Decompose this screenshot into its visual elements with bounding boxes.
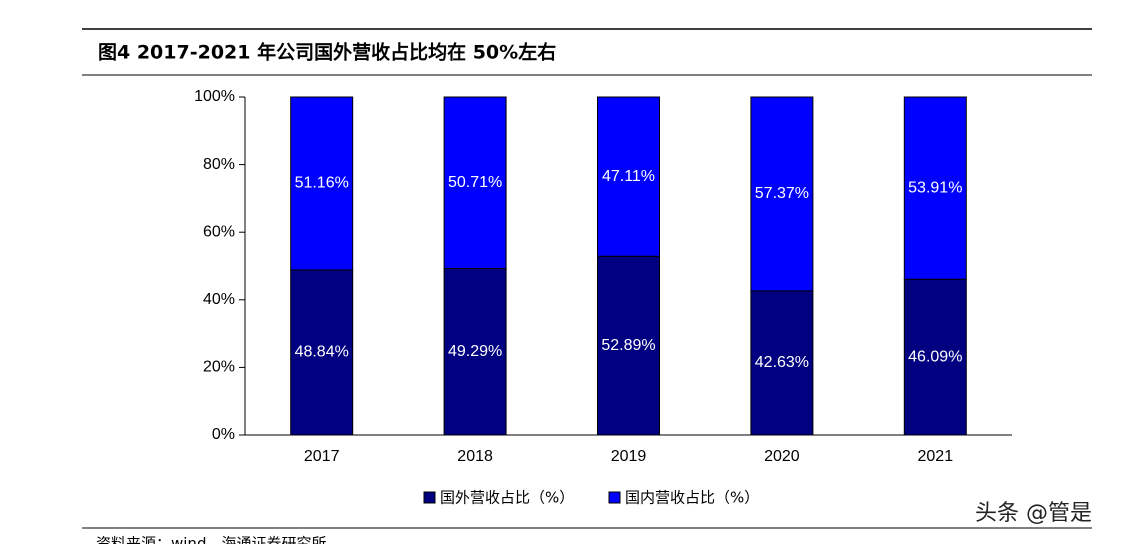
legend-swatch: [423, 491, 436, 504]
x-tick-label: 2021: [918, 448, 954, 465]
y-tick-label: 20%: [203, 359, 235, 376]
bar-segment: [443, 96, 507, 269]
source-note: 资料来源：wind，海通证券研究所: [96, 535, 326, 544]
value-label: 42.63%: [755, 354, 809, 371]
y-tick-label: 0%: [212, 426, 235, 443]
y-tick-label: 40%: [203, 291, 235, 308]
legend-label: 国外营收占比（%）: [440, 489, 574, 507]
y-tick-label: 80%: [203, 156, 235, 173]
bar-segment: [597, 96, 660, 257]
x-tick-label: 2017: [304, 448, 340, 465]
watermark: 头条 @管是: [975, 501, 1092, 526]
value-label: 49.29%: [448, 343, 502, 360]
value-label: 50.71%: [448, 174, 502, 191]
x-tick-label: 2018: [457, 448, 493, 465]
chart-title: 图4 2017-2021 年公司国外营收占比均在 50%左右: [98, 41, 556, 64]
value-label: 57.37%: [755, 185, 809, 202]
bar-segment: [290, 269, 354, 436]
bar-segment: [903, 96, 967, 280]
value-label: 52.89%: [601, 337, 655, 354]
bar-segment: [750, 96, 814, 292]
value-label: 51.16%: [295, 175, 349, 192]
x-tick-label: 2020: [764, 448, 800, 465]
value-label: 47.11%: [602, 168, 655, 185]
legend-swatch: [608, 491, 621, 504]
value-label: 48.84%: [295, 344, 349, 361]
y-tick-label: 100%: [194, 88, 235, 105]
value-label: 46.09%: [908, 348, 962, 365]
bar-segment: [290, 96, 354, 271]
x-tick-label: 2019: [611, 448, 647, 465]
legend-label: 国内营收占比（%）: [625, 489, 759, 507]
bar-segment: [903, 278, 967, 436]
y-tick-label: 60%: [203, 223, 235, 240]
value-label: 53.91%: [908, 179, 962, 196]
